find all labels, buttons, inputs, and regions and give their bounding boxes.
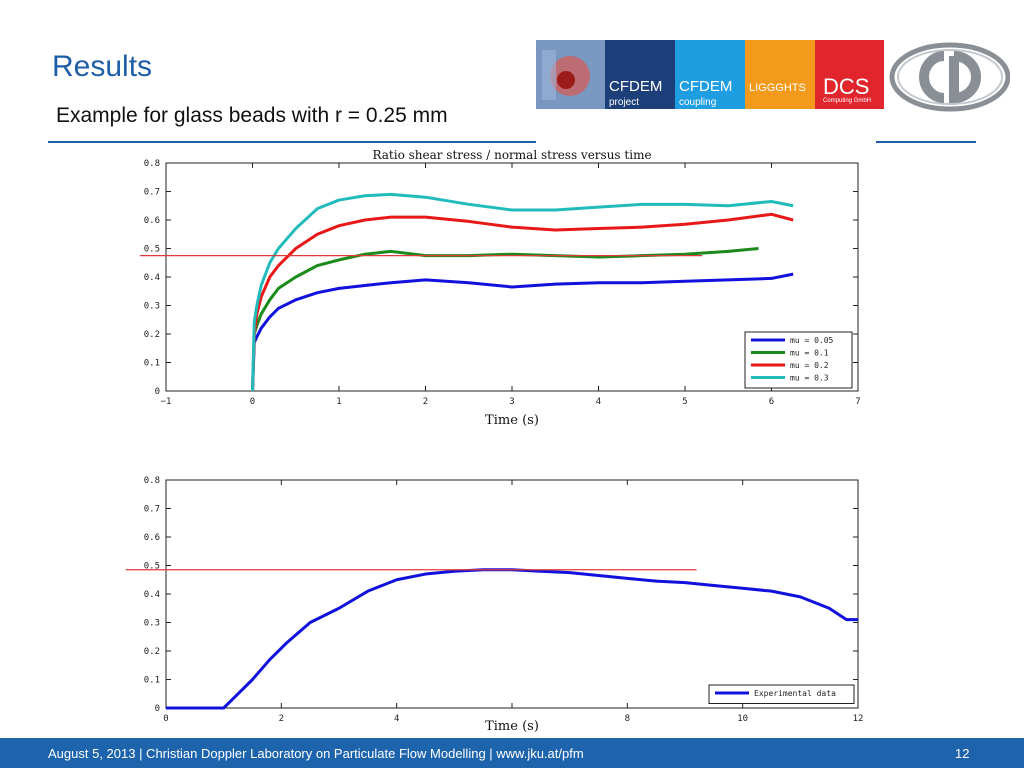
title-rule-left — [48, 141, 536, 143]
y-tick-label: 0.6 — [144, 216, 160, 226]
y-tick-label: 0.8 — [144, 476, 160, 486]
y-tick-label: 0.3 — [144, 619, 160, 629]
y-tick-label: 0.2 — [144, 330, 160, 340]
y-tick-label: 0.4 — [144, 273, 160, 283]
liggghts-main: LIGGGHTS — [749, 82, 806, 94]
legend-entry: Experimental data — [754, 689, 836, 698]
x-axis-label: Time (s) — [485, 413, 539, 428]
series-line-3 — [251, 192, 794, 392]
chart-experimental: 0 2 4 8 10 12 0 0.1 0.2 0.3 0.4 0.5 0.6 0.7 0.8 Time (s… — [125, 476, 864, 734]
x-tick-label: 3 — [509, 397, 514, 407]
y-tick-label: 0.5 — [144, 245, 160, 255]
x-tick-label: 0 — [163, 714, 168, 724]
x-tick-label: 8 — [625, 714, 630, 724]
y-tick-label: 0.4 — [144, 590, 160, 600]
y-tick-label: 0 — [155, 387, 160, 397]
y-tick-label: 0.5 — [144, 562, 160, 572]
liggghts-logo: LIGGGHTS — [745, 40, 815, 109]
page-number: 12 — [955, 746, 970, 761]
y-tick-label: 0.7 — [144, 505, 160, 515]
series-line-2 — [251, 212, 794, 392]
x-tick-label: 7 — [855, 397, 860, 407]
cd-lab-logo-icon — [889, 42, 1010, 112]
plot-area — [165, 479, 859, 709]
y-tick-label: 0.6 — [144, 533, 160, 543]
chart-ratio-stress: Ratio shear stress / normal stress versu… — [140, 148, 861, 428]
sphere-image-icon — [536, 40, 605, 109]
y-tick-label: 0.3 — [144, 302, 160, 312]
cfdem-coupling-sub: coupling — [679, 97, 717, 108]
footer-bar: August 5, 2013 | Christian Doppler Labor… — [0, 738, 1024, 768]
y-tick-label: 0.7 — [144, 188, 160, 198]
legend-entry: mu = 0.2 — [790, 361, 829, 370]
cfdem-coupling-logo: CFDEM coupling — [675, 40, 745, 109]
x-tick-label: 6 — [769, 397, 774, 407]
chart-title: Ratio shear stress / normal stress versu… — [372, 148, 651, 162]
cfdem-project-image — [536, 40, 605, 109]
cfdem-coupling-main: CFDEM — [679, 78, 733, 95]
legend-entry: mu = 0.3 — [790, 374, 829, 383]
series-line-0 — [251, 272, 794, 392]
x-tick-label: 2 — [423, 397, 428, 407]
x-tick-label: 12 — [853, 714, 864, 724]
x-tick-label: −1 — [161, 397, 172, 407]
title-rule-right — [876, 141, 976, 143]
x-tick-label: 4 — [394, 714, 399, 724]
x-tick-label: 5 — [682, 397, 687, 407]
x-axis-label: Time (s) — [485, 719, 539, 734]
x-tick-label: 2 — [279, 714, 284, 724]
x-tick-label: 10 — [737, 714, 748, 724]
y-tick-label: 0.1 — [144, 359, 160, 369]
x-tick-label: 4 — [596, 397, 601, 407]
footer-text: August 5, 2013 | Christian Doppler Labor… — [48, 746, 584, 761]
logo-strip: CFDEM project CFDEM coupling LIGGGHTS DC… — [536, 40, 884, 109]
y-tick-label: 0.8 — [144, 159, 160, 169]
y-tick-label: 0 — [155, 704, 160, 714]
slide-title: Results — [52, 50, 153, 83]
x-tick-label: 0 — [250, 397, 255, 407]
dcs-main: DCS — [823, 74, 870, 99]
cfdem-project-sub: project — [609, 97, 640, 108]
cfdem-project-logo: CFDEM project — [605, 40, 675, 109]
slide-subtitle: Example for glass beads with r = 0.25 mm — [56, 104, 448, 127]
x-tick-label: 1 — [336, 397, 341, 407]
legend-entry: mu = 0.1 — [790, 349, 829, 358]
y-tick-label: 0.2 — [144, 647, 160, 657]
dcs-sub: Computing GmbH — [823, 98, 872, 104]
cfdem-project-main: CFDEM — [609, 78, 663, 95]
dcs-logo: DCS Computing GmbH — [815, 40, 884, 109]
legend-box — [708, 684, 855, 704]
y-tick-label: 0.1 — [144, 676, 160, 686]
legend-entry: mu = 0.05 — [790, 336, 834, 345]
